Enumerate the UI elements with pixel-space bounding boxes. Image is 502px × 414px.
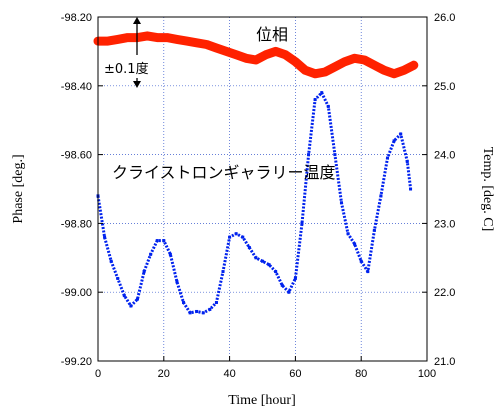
temperature-point [267,263,271,267]
scale-arrow-down-head [133,81,141,88]
temperature-point [241,235,245,239]
temperature-point [182,301,186,305]
y-right-tick-label: 21.0 [434,356,455,368]
temperature-point [168,252,172,256]
temperature-point [339,201,343,205]
temperature-point [293,276,297,280]
temperature-point [353,242,357,246]
temperature-point [366,270,370,274]
temperature-point [274,270,278,274]
temperature-point [320,91,324,95]
y-left-tick-label: -99.00 [61,287,92,299]
temperature-label: クライストロンギャラリー温度 [112,163,336,182]
scale-arrow-up-head [133,17,141,24]
temperature-point [142,270,146,274]
y-right-tick-label: 24.0 [434,150,455,162]
temperature-point [109,259,113,263]
phase-label: 位相 [256,25,288,44]
temperature-point [247,245,251,249]
temperature-point [155,239,159,243]
temperature-point [386,156,390,160]
y-left-tick-label: -98.40 [61,81,92,93]
y-left-tick-label: -99.20 [61,356,92,368]
temperature-point [214,301,218,305]
temperature-point [359,259,363,263]
plot-area [98,17,427,361]
temperature-point [162,239,166,243]
temperature-point [405,159,409,163]
temperature-point [379,194,383,198]
temperature-point [261,259,264,263]
x-tick-label: 100 [418,368,436,380]
y-left-tick-label: -98.80 [61,218,92,230]
x-tick-label: 80 [355,368,367,380]
y-right-tick-label: 26.0 [434,12,455,24]
x-axis-title: Time [hour] [228,393,296,408]
temperature-point [201,311,205,315]
y-axis-left-title: Phase [deg.] [11,154,26,223]
phase-series-line [93,31,419,79]
x-tick-label: 40 [223,368,235,380]
temperature-point [399,132,403,136]
temperature-point [326,104,330,108]
series-layer [93,31,419,315]
plot-frame [97,16,428,362]
temperature-point [208,307,212,311]
temperature-point [149,252,153,256]
y-left-tick-label: -98.60 [61,150,92,162]
temperature-point [254,256,258,260]
x-tick-label: 0 [95,368,101,380]
temperature-point [195,309,199,313]
temperature-point [135,297,139,301]
temperature-point [221,270,225,274]
temperature-point [122,294,126,298]
temperature-point [346,232,350,236]
x-tick-label: 60 [289,368,301,380]
temperature-point [129,304,133,308]
scale-arrow [133,17,141,88]
temperature-point [175,280,179,284]
temperature-point [234,232,238,236]
temperature-point [103,235,107,239]
ticks: 0 20 40 60 80 100 -98.20 26.0 -98.40 25.0 -98.60 24… [61,12,456,380]
y-right-tick-label: 22.0 [434,287,455,299]
temperature-point [287,290,291,294]
scale-label: ±0.1度 [104,61,149,77]
y-right-tick-label: 23.0 [434,218,455,230]
temperature-point [188,311,192,315]
temperature-point [392,139,396,143]
temperature-point [228,235,232,239]
temperature-point [116,276,120,280]
temperature-point [333,153,337,157]
temperature-point [313,98,317,102]
temperature-point [372,228,376,232]
x-tick-label: 20 [158,368,170,380]
temperature-point [409,187,413,191]
temperature-point [300,221,304,225]
y-left-tick-label: -98.20 [61,12,92,24]
y-right-tick-label: 25.0 [434,81,455,93]
y-axis-right-title: Temp. [deg. C] [480,147,495,232]
temperature-point [280,283,284,287]
grid [98,17,427,361]
temperature-point [307,153,311,157]
